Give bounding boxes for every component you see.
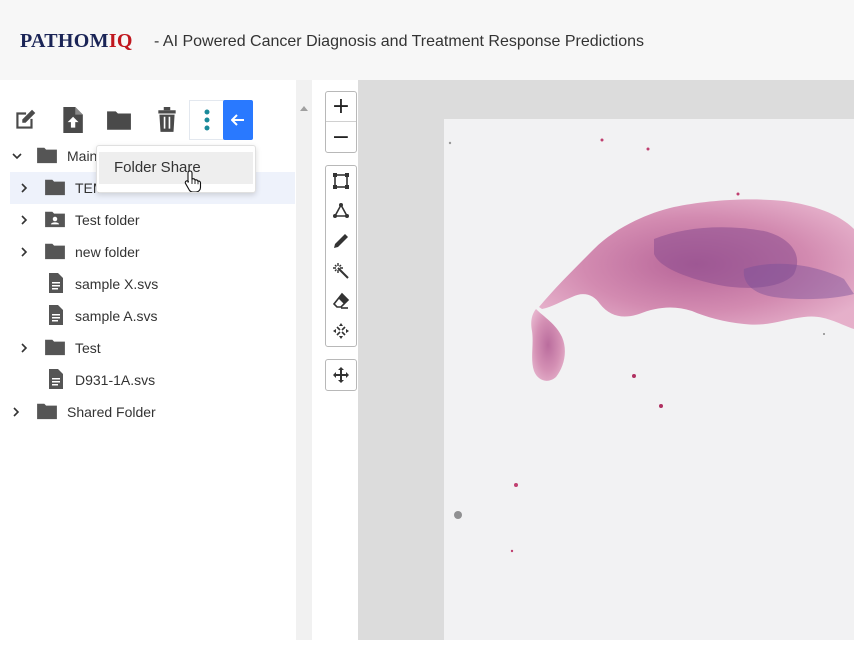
- slide-image[interactable]: [444, 119, 854, 640]
- folder-icon: [44, 242, 66, 263]
- edit-button[interactable]: [7, 100, 43, 140]
- upload-file-icon: [63, 107, 83, 133]
- eraser-icon: [332, 292, 350, 309]
- pencil-tool-icon: [334, 234, 348, 248]
- folder-icon: [44, 178, 66, 199]
- sidebar-scrollbar[interactable]: [296, 80, 312, 640]
- move-icon: [333, 367, 349, 383]
- tree-item-label: sample A.svs: [75, 308, 158, 324]
- tree-item-label: D931-1A.svs: [75, 372, 156, 388]
- tree-item-d931-1a[interactable]: D931-1A.svs: [10, 364, 290, 396]
- menu-item-folder-share[interactable]: Folder Share: [99, 152, 253, 184]
- file-icon: [48, 272, 64, 296]
- chevron-right-icon[interactable]: [11, 407, 21, 417]
- fit-arrows-icon: [333, 323, 349, 339]
- polygon-tool-button[interactable]: [326, 196, 356, 226]
- magic-wand-tool-button[interactable]: [326, 256, 356, 286]
- fit-tool-button[interactable]: [326, 316, 356, 346]
- rectangle-tool-icon: [333, 173, 349, 189]
- file-icon: [48, 368, 64, 392]
- tree-item-label: Main: [67, 148, 98, 164]
- tree-item-label: Shared Folder: [67, 404, 156, 420]
- tree-item-sample-x[interactable]: sample X.svs: [10, 268, 290, 300]
- chevron-right-icon[interactable]: [19, 215, 29, 225]
- tree-item-label: Test: [75, 340, 101, 356]
- folder-icon: [36, 146, 58, 167]
- magic-wand-icon: [333, 263, 349, 279]
- zoom-out-button[interactable]: −: [331, 124, 351, 150]
- rectangle-tool-button[interactable]: [326, 166, 356, 196]
- more-vertical-icon: [204, 109, 210, 131]
- eraser-tool-button[interactable]: [326, 286, 356, 316]
- pan-button[interactable]: [325, 359, 357, 391]
- shared-folder-icon: [44, 210, 66, 231]
- tree-item-test[interactable]: Test: [10, 332, 290, 364]
- hand-pointer-icon: [184, 170, 202, 197]
- trash-icon: [158, 107, 176, 132]
- folder-icon: [36, 402, 58, 423]
- pencil-tool-button[interactable]: [326, 226, 356, 256]
- new-folder-button[interactable]: [101, 100, 137, 140]
- chevron-down-icon[interactable]: [12, 151, 22, 161]
- chevron-right-icon[interactable]: [19, 343, 29, 353]
- tree-item-label: new folder: [75, 244, 140, 260]
- zoom-controls: + −: [325, 91, 357, 153]
- folder-icon: [107, 111, 131, 130]
- upload-file-button[interactable]: [54, 100, 90, 140]
- app-logo: PATHOMIQ: [20, 30, 133, 52]
- context-menu: Folder Share: [96, 145, 256, 193]
- file-icon: [48, 304, 64, 328]
- tree-item-test-folder[interactable]: Test folder: [10, 204, 290, 236]
- app-header: PATHOMIQ - AI Powered Cancer Diagnosis a…: [0, 0, 854, 80]
- tree-item-label: Test folder: [75, 212, 140, 228]
- folder-icon: [44, 338, 66, 359]
- app-tagline: - AI Powered Cancer Diagnosis and Treatm…: [154, 33, 645, 50]
- arrow-left-icon: [231, 114, 244, 126]
- tree-item-label: sample X.svs: [75, 276, 159, 292]
- annotation-tools: [325, 165, 357, 347]
- more-options-button[interactable]: [189, 100, 225, 140]
- collapse-sidebar-button[interactable]: [223, 100, 253, 140]
- tissue-image: [448, 138, 854, 553]
- chevron-right-icon[interactable]: [19, 183, 29, 193]
- chevron-right-icon[interactable]: [19, 247, 29, 257]
- tree-item-new-folder[interactable]: new folder: [10, 236, 290, 268]
- tree-item-shared-folder[interactable]: Shared Folder: [2, 396, 290, 428]
- polygon-tool-icon: [333, 203, 349, 218]
- scroll-up-arrow-icon[interactable]: [300, 106, 308, 111]
- tree-item-main[interactable]: Main: [10, 140, 290, 172]
- tree-item-sample-a[interactable]: sample A.svs: [10, 300, 290, 332]
- delete-button[interactable]: [149, 100, 185, 140]
- zoom-in-button[interactable]: +: [326, 92, 356, 122]
- edit-icon: [16, 109, 36, 129]
